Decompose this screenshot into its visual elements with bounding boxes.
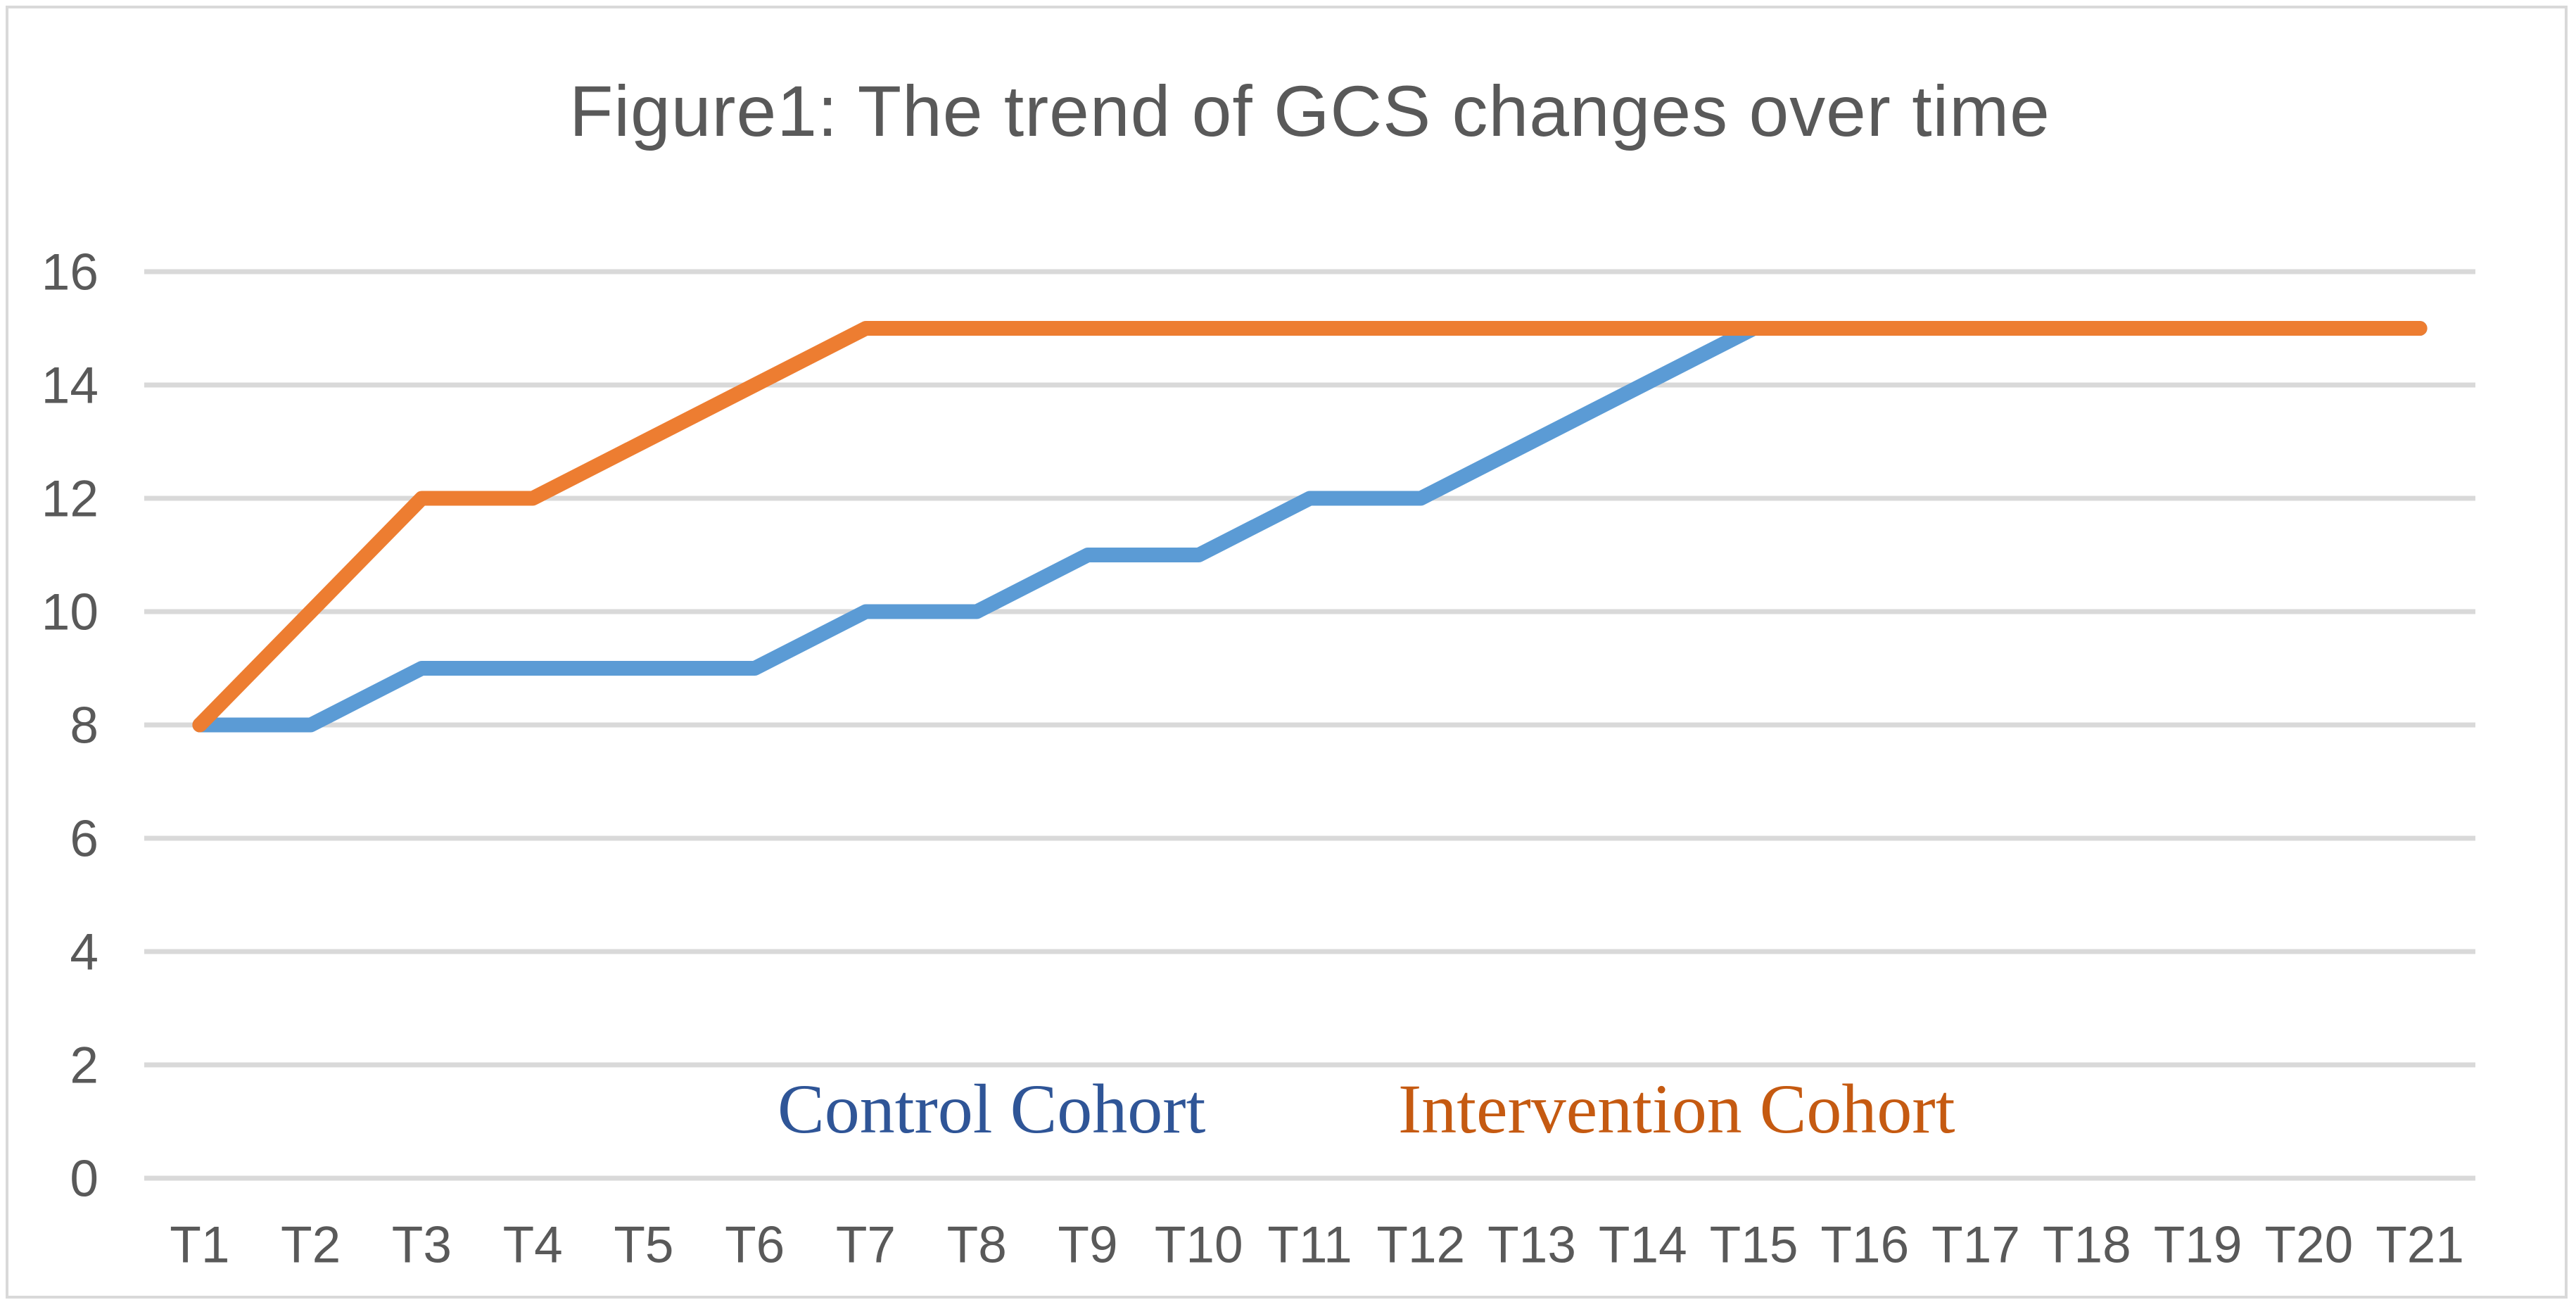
x-tick-label-T7: T7 <box>836 1217 896 1274</box>
x-tick-label-T1: T1 <box>170 1217 229 1274</box>
x-tick-label-T8: T8 <box>947 1217 1007 1274</box>
x-axis-tick-labels: T1 T2 T3 T4 T5 T6 T7 T8 T9 T10 T11 T12 T13 T14 T15 T16 T… <box>170 1217 2464 1274</box>
legend-label-intervention-cohort: Intervention Cohort <box>1398 1070 1955 1148</box>
x-tick-label-T6: T6 <box>725 1217 785 1274</box>
x-tick-label-T12: T12 <box>1376 1217 1465 1274</box>
x-tick-label-T20: T20 <box>2264 1217 2353 1274</box>
x-tick-label-T19: T19 <box>2154 1217 2242 1274</box>
x-tick-label-T4: T4 <box>503 1217 563 1274</box>
x-tick-label-T2: T2 <box>281 1217 341 1274</box>
series-line-control-cohort <box>192 321 2428 733</box>
y-axis-tick-labels: 0 2 4 6 8 10 12 14 16 <box>42 244 99 1208</box>
x-tick-label-T14: T14 <box>1599 1217 1687 1274</box>
x-tick-label-T21: T21 <box>2375 1217 2464 1274</box>
x-tick-label-T18: T18 <box>2043 1217 2131 1274</box>
y-tick-label-10: 10 <box>42 584 99 641</box>
series-lines-group <box>192 321 2428 733</box>
y-tick-label-8: 8 <box>70 697 99 754</box>
y-tick-label-12: 12 <box>42 471 99 528</box>
y-tick-label-16: 16 <box>42 244 99 301</box>
x-tick-label-T15: T15 <box>1710 1217 1798 1274</box>
x-tick-label-T9: T9 <box>1058 1217 1117 1274</box>
x-tick-label-T16: T16 <box>1820 1217 1909 1274</box>
x-tick-label-T13: T13 <box>1487 1217 1576 1274</box>
x-tick-label-T5: T5 <box>614 1217 673 1274</box>
y-tick-label-4: 4 <box>70 924 99 981</box>
series-line-intervention-cohort <box>192 321 2428 733</box>
legend-label-control-cohort: Control Cohort <box>778 1070 1206 1148</box>
y-tick-label-14: 14 <box>42 358 99 415</box>
x-tick-label-T11: T11 <box>1267 1217 1352 1274</box>
y-tick-label-6: 6 <box>70 811 99 868</box>
x-tick-label-T10: T10 <box>1155 1217 1243 1274</box>
y-tick-label-2: 2 <box>70 1037 99 1094</box>
x-tick-label-T17: T17 <box>1931 1217 2020 1274</box>
x-tick-label-T3: T3 <box>392 1217 452 1274</box>
y-tick-label-0: 0 <box>70 1151 99 1208</box>
gridlines-group <box>144 269 2475 1181</box>
chart-title: Figure1: The trend of GCS changes over t… <box>569 71 2050 151</box>
